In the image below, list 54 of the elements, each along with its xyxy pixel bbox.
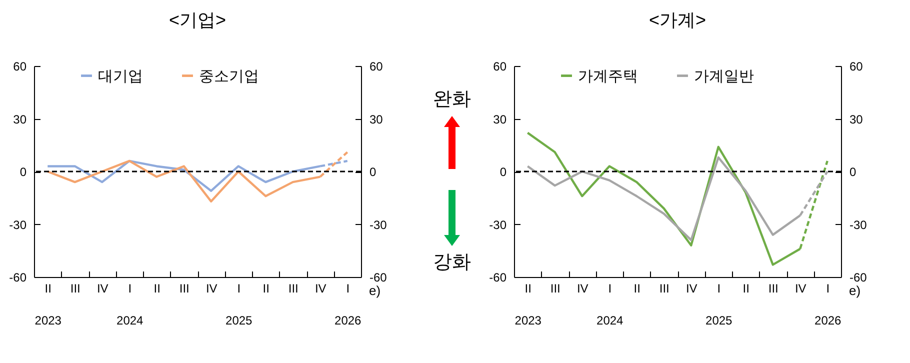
chart-title: <가계> <box>648 10 706 30</box>
chart-title: <기업> <box>168 10 226 30</box>
text: 완화 <box>432 88 472 112</box>
y2-tick-label: 0 <box>370 165 376 179</box>
y2-tick-label: -60 <box>370 270 388 284</box>
y-tick-label: 60 <box>13 60 27 74</box>
category-label: I 2026 <box>814 282 842 328</box>
legend-label: 가계주택 <box>578 68 638 85</box>
x-tick-label: IV <box>686 282 698 296</box>
text: e) <box>849 283 861 298</box>
category-label: I 2025 <box>706 282 732 328</box>
x-tick-label: II <box>154 282 160 296</box>
y2-tick-label: -30 <box>850 218 868 232</box>
y-tick-label: -30 <box>489 218 507 232</box>
x-tick-label: II <box>634 282 640 296</box>
x-tick-label: IV <box>206 282 218 296</box>
y2-tick-label: 30 <box>850 112 864 126</box>
x-tick-label: III <box>288 282 298 296</box>
category-label: II 2023 <box>34 282 62 328</box>
x-tick-label: III <box>768 282 778 296</box>
x-tick-label: IV <box>314 282 326 296</box>
y2-tick-label: -60 <box>850 270 868 284</box>
legend-label: 대기업 <box>98 68 143 85</box>
category-label: II 2023 <box>514 282 542 328</box>
y2-tick-label: -30 <box>370 218 388 232</box>
x-tick-label: III <box>70 282 80 296</box>
y2-tick-label: 0 <box>850 165 856 179</box>
x-tick-label: IV <box>576 282 588 296</box>
x-tick-label: II <box>742 282 750 296</box>
category-label: I 2024 <box>116 282 144 328</box>
x-tick-label: II <box>262 282 270 296</box>
x-tick-label: IV <box>96 282 108 296</box>
category-label: I 2026 <box>334 282 362 328</box>
x-tick-label: IV <box>794 282 806 296</box>
x-tick-label: III <box>550 282 560 296</box>
category-label: I 2025 <box>226 282 252 328</box>
y-tick-label: 30 <box>13 112 27 126</box>
legend-label: 중소기업 <box>199 68 259 85</box>
category-label: I 2024 <box>596 282 624 328</box>
y-tick-label: -60 <box>489 270 507 284</box>
y-tick-label: -30 <box>9 218 27 232</box>
legend-label: 가계일반 <box>694 68 754 85</box>
text: 강화 <box>433 252 471 273</box>
y-tick-label: 60 <box>493 60 507 74</box>
x-tick-label: III <box>179 282 190 296</box>
x-tick-label: III <box>659 282 670 296</box>
y-tick-label: 0 <box>20 165 27 179</box>
y2-tick-label: 30 <box>370 112 384 126</box>
text: e) <box>369 283 381 298</box>
y-tick-label: -60 <box>9 270 27 284</box>
y2-tick-label: 60 <box>370 60 384 74</box>
y-tick-label: 30 <box>493 112 507 126</box>
y2-tick-label: 60 <box>850 60 864 74</box>
y-tick-label: 0 <box>500 165 507 179</box>
